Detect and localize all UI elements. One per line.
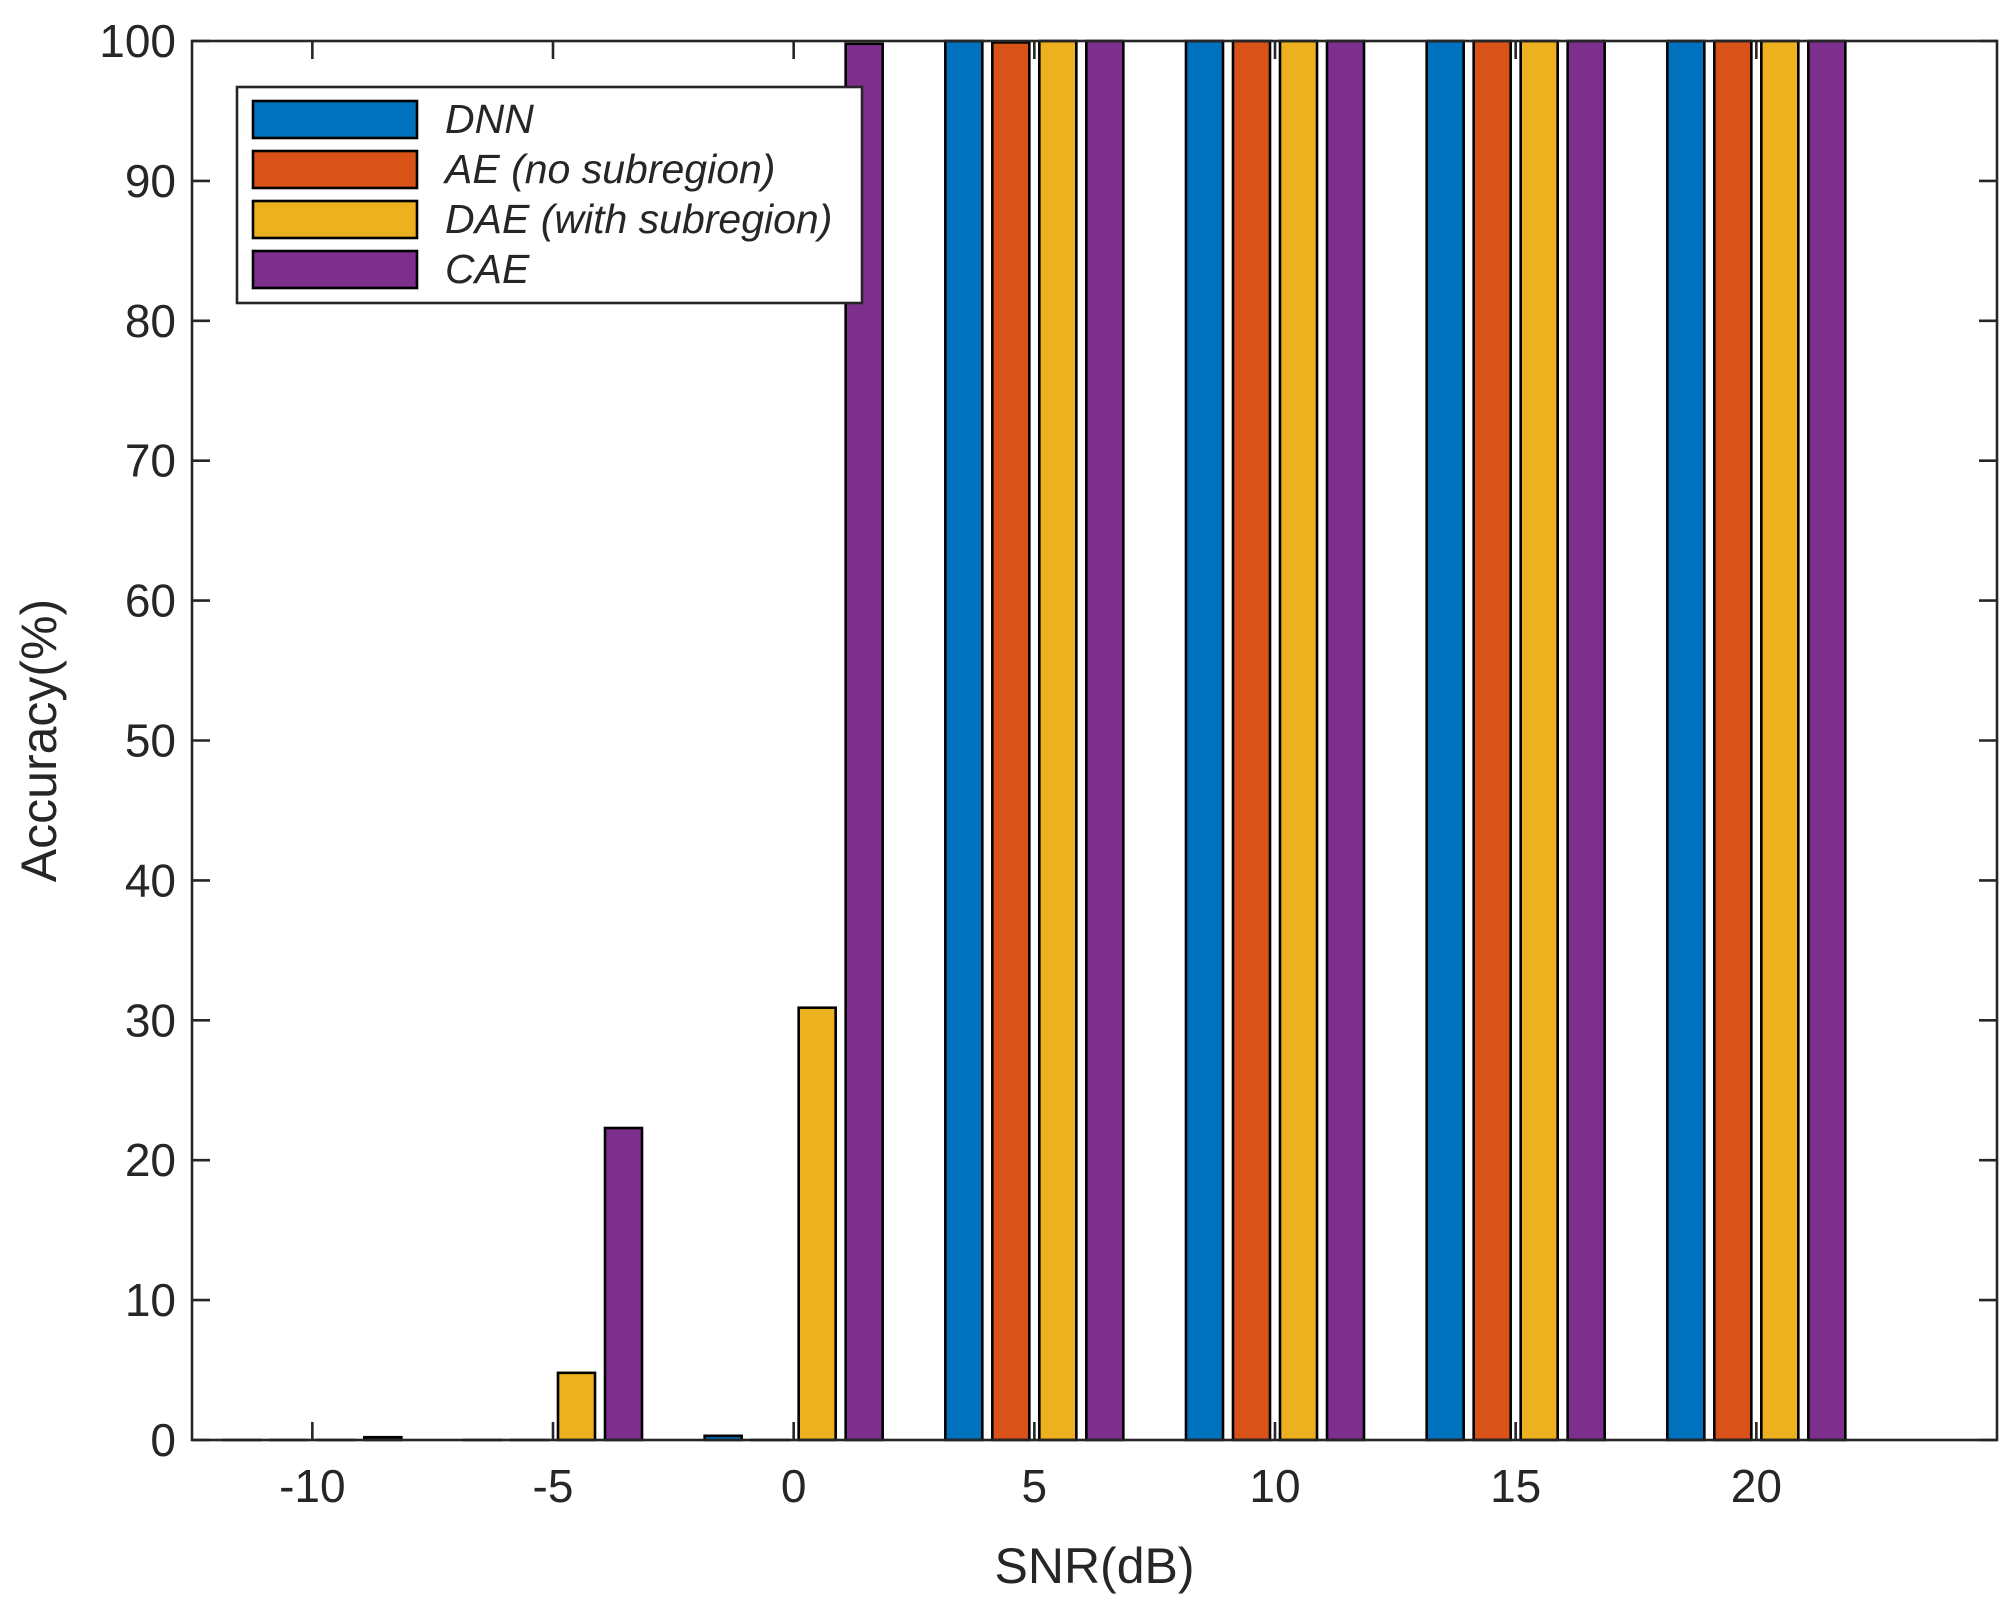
bar-cae-5 <box>1086 41 1123 1440</box>
bar-dae-with-subregion-15 <box>1521 41 1558 1440</box>
legend-label: AE (no subregion) <box>442 146 775 192</box>
bar-ae-no-subregion-20 <box>1714 41 1751 1440</box>
bar-cae--5 <box>605 1128 642 1440</box>
legend-label: DNN <box>445 96 534 142</box>
bar-dnn-10 <box>1186 41 1223 1440</box>
y-tick-label: 30 <box>125 994 176 1046</box>
x-tick-label: 0 <box>781 1460 807 1512</box>
y-tick-label: 60 <box>125 575 176 627</box>
y-tick-label: 90 <box>125 155 176 207</box>
bar-ae-no-subregion-5 <box>992 42 1029 1440</box>
bar-dae-with-subregion-20 <box>1761 41 1798 1440</box>
bar-ae-no-subregion-10 <box>1233 41 1270 1440</box>
y-tick-label: 40 <box>125 854 176 906</box>
y-tick-label: 80 <box>125 295 176 347</box>
legend-label: DAE (with subregion) <box>445 196 832 242</box>
bar-cae-20 <box>1808 41 1845 1440</box>
bar-dnn-15 <box>1427 41 1464 1440</box>
bar-dnn-20 <box>1667 41 1704 1440</box>
y-tick-label: 20 <box>125 1134 176 1186</box>
x-axis-title: SNR(dB) <box>994 1538 1194 1594</box>
bar-dae-with-subregion-10 <box>1280 41 1317 1440</box>
x-tick-label: 10 <box>1249 1460 1300 1512</box>
bar-ae-no-subregion-15 <box>1474 41 1511 1440</box>
x-tick-label: -10 <box>279 1460 345 1512</box>
bar-cae-10 <box>1327 41 1364 1440</box>
y-tick-label: 70 <box>125 435 176 487</box>
x-tick-label: 5 <box>1022 1460 1048 1512</box>
bar-dae-with-subregion-5 <box>1039 41 1076 1440</box>
legend-swatch <box>253 251 417 288</box>
bar-dae-with-subregion-0 <box>799 1008 836 1440</box>
y-tick-label: 100 <box>99 15 176 67</box>
legend-swatch <box>253 201 417 238</box>
bar-dnn-5 <box>945 41 982 1440</box>
y-tick-label: 0 <box>150 1414 176 1466</box>
legend-swatch <box>253 101 417 138</box>
y-tick-label: 10 <box>125 1274 176 1326</box>
bar-dae-with-subregion--5 <box>558 1373 595 1440</box>
y-axis-title: Accuracy(%) <box>11 599 67 882</box>
x-tick-label: 20 <box>1731 1460 1782 1512</box>
legend-label: CAE <box>445 246 530 292</box>
x-tick-label: -5 <box>533 1460 574 1512</box>
bar-cae-15 <box>1568 41 1605 1440</box>
y-tick-label: 50 <box>125 715 176 767</box>
legend-swatch <box>253 151 417 188</box>
x-tick-label: 15 <box>1490 1460 1541 1512</box>
